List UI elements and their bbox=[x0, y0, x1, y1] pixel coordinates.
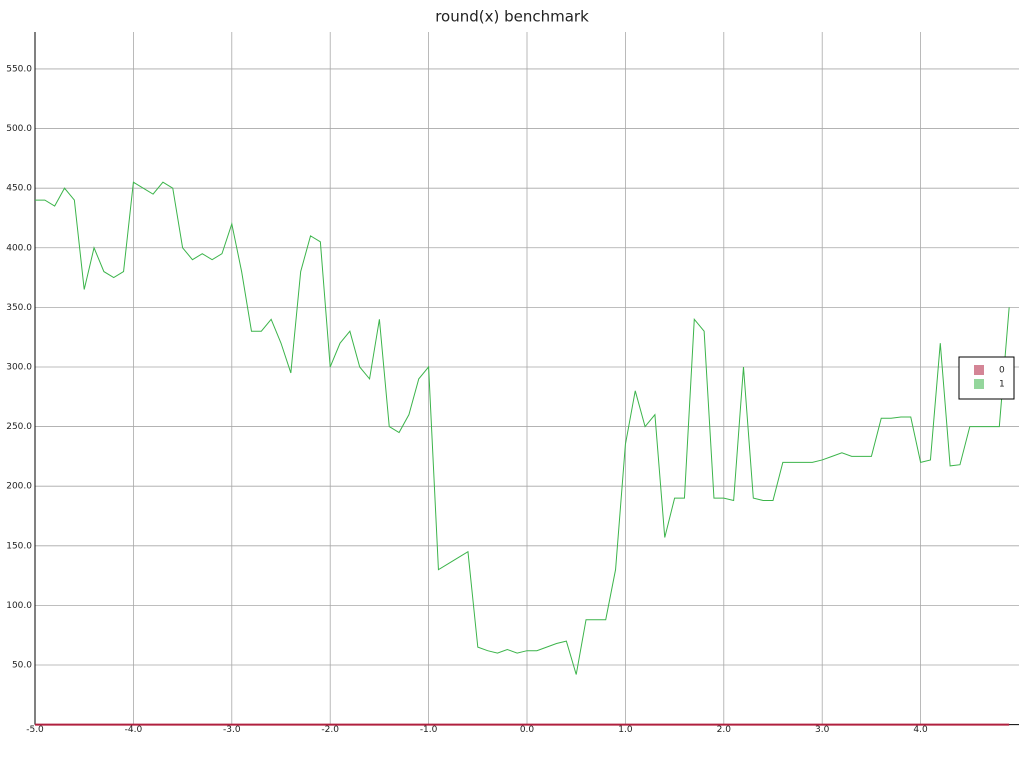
legend-swatch bbox=[974, 379, 984, 389]
x-tick-label: -1.0 bbox=[420, 725, 438, 735]
x-tick-label: -3.0 bbox=[223, 725, 241, 735]
x-tick-label: 4.0 bbox=[913, 725, 928, 735]
y-tick-label: 250.0 bbox=[6, 422, 32, 432]
y-tick-label: 500.0 bbox=[6, 124, 32, 134]
legend-box bbox=[958, 356, 1015, 400]
x-tick-label: -5.0 bbox=[26, 725, 44, 735]
legend-swatch bbox=[974, 365, 984, 375]
y-tick-label: 350.0 bbox=[6, 303, 32, 313]
legend-label: 1 bbox=[999, 380, 1005, 390]
chart-title: round(x) benchmark bbox=[435, 8, 589, 26]
legend-label: 0 bbox=[999, 366, 1005, 376]
y-tick-label: 100.0 bbox=[6, 601, 32, 611]
y-tick-label: 400.0 bbox=[6, 243, 32, 253]
x-tick-label: -4.0 bbox=[125, 725, 143, 735]
x-tick-label: 0.0 bbox=[520, 725, 535, 735]
y-tick-label: 550.0 bbox=[6, 64, 32, 74]
y-tick-label: 200.0 bbox=[6, 482, 32, 492]
series-line bbox=[35, 181, 1010, 675]
x-tick-label: -2.0 bbox=[321, 725, 339, 735]
y-tick-label: 50.0 bbox=[12, 660, 32, 670]
x-tick-label: 2.0 bbox=[717, 725, 732, 735]
y-tick-label: 300.0 bbox=[6, 362, 32, 372]
y-tick-label: 450.0 bbox=[6, 184, 32, 194]
x-tick-label: 1.0 bbox=[618, 725, 633, 735]
y-tick-label: 150.0 bbox=[6, 541, 32, 551]
x-tick-label: 3.0 bbox=[815, 725, 830, 735]
